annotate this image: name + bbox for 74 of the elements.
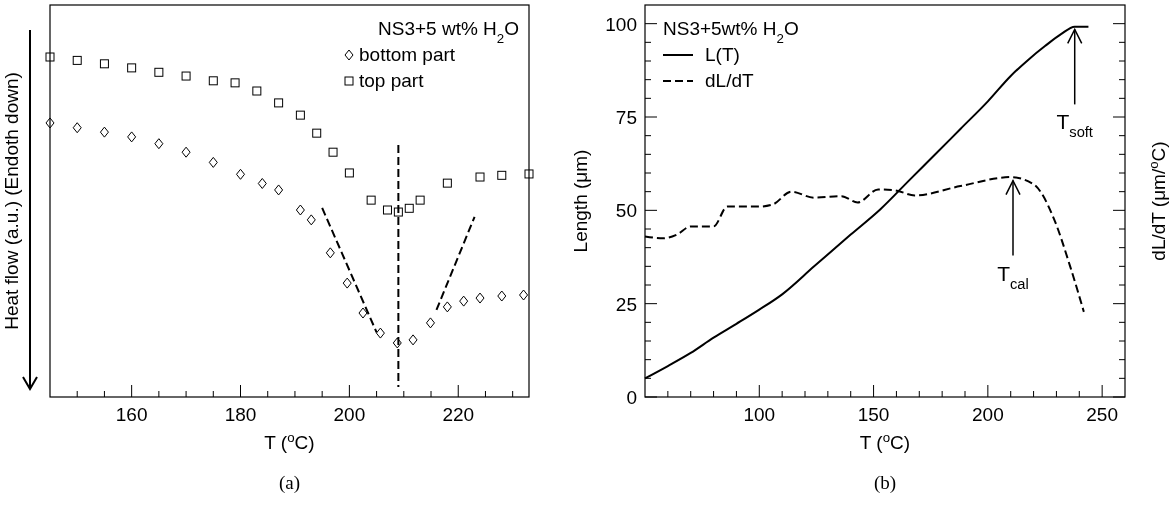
point [382, 205, 392, 215]
point [181, 146, 191, 158]
point [475, 292, 485, 304]
text: (a) [278, 472, 301, 494]
point [366, 195, 376, 205]
point [344, 168, 354, 178]
point [325, 247, 335, 259]
point [393, 207, 403, 217]
point [99, 126, 109, 138]
point [408, 334, 418, 346]
point [392, 337, 402, 349]
point [72, 55, 82, 65]
point [208, 76, 218, 86]
point [459, 295, 469, 307]
legend-title: NS3+5wt% H$_{2}$O [663, 18, 799, 46]
point [342, 277, 352, 289]
y-tick-label: 0 [626, 387, 637, 408]
point [181, 71, 191, 81]
y-tick-label: 25 [615, 293, 637, 315]
point [375, 327, 385, 339]
point [442, 301, 452, 313]
point [252, 86, 262, 96]
legend-label: bottom part [359, 44, 456, 65]
point [415, 195, 425, 205]
point [127, 63, 137, 73]
point [425, 317, 435, 329]
point [475, 172, 485, 182]
point [236, 168, 246, 180]
y-tick-label: 75 [615, 107, 637, 128]
x-tick-label: 220 [442, 404, 475, 425]
y-axis-title: Length (μm) [570, 149, 591, 253]
point [274, 98, 284, 108]
x-tick-label: 100 [743, 404, 776, 425]
point [306, 214, 316, 226]
point [524, 169, 534, 179]
point [72, 122, 82, 134]
x-tick-label: 150 [857, 404, 890, 425]
x-tick-label: 180 [224, 404, 257, 425]
point [497, 170, 507, 180]
x-tick-label: 200 [333, 404, 366, 425]
y-tick-label: 100 [605, 13, 637, 35]
legend-label: L(T) [705, 44, 740, 65]
x-tick-label: 250 [1086, 404, 1118, 425]
point [295, 110, 305, 120]
point [295, 204, 305, 216]
point [45, 52, 55, 62]
point [230, 78, 240, 88]
x-axis-title: T ($^{o}$C) [264, 429, 315, 453]
point [358, 307, 368, 319]
point [442, 178, 452, 188]
point [328, 147, 338, 157]
point [127, 131, 137, 143]
point [274, 184, 284, 196]
annotation: T$_{cal}$ [997, 261, 1029, 292]
point [519, 289, 529, 301]
legend-label: dL/dT [705, 70, 754, 91]
y-axis-title: Heat flow (a.u.) (Endoth down) [1, 72, 22, 330]
point [312, 128, 322, 138]
x-tick-label: 160 [115, 404, 148, 425]
y-tick-label: 50 [615, 200, 637, 222]
text: (b) [873, 472, 897, 494]
x-tick-label: 200 [972, 404, 1004, 425]
x-axis-title: T ($^{o}$C) [859, 429, 911, 453]
legend-label: top part [359, 70, 425, 91]
point [497, 290, 507, 302]
point [154, 67, 164, 77]
legend-title: NS3+5 wt% H$_{2}$O [378, 18, 519, 46]
point [257, 177, 267, 189]
annotation: T$_{soft}$ [1056, 110, 1093, 141]
point [154, 138, 164, 150]
point [45, 117, 55, 129]
point [208, 156, 218, 168]
point [404, 203, 414, 213]
point [99, 59, 109, 69]
